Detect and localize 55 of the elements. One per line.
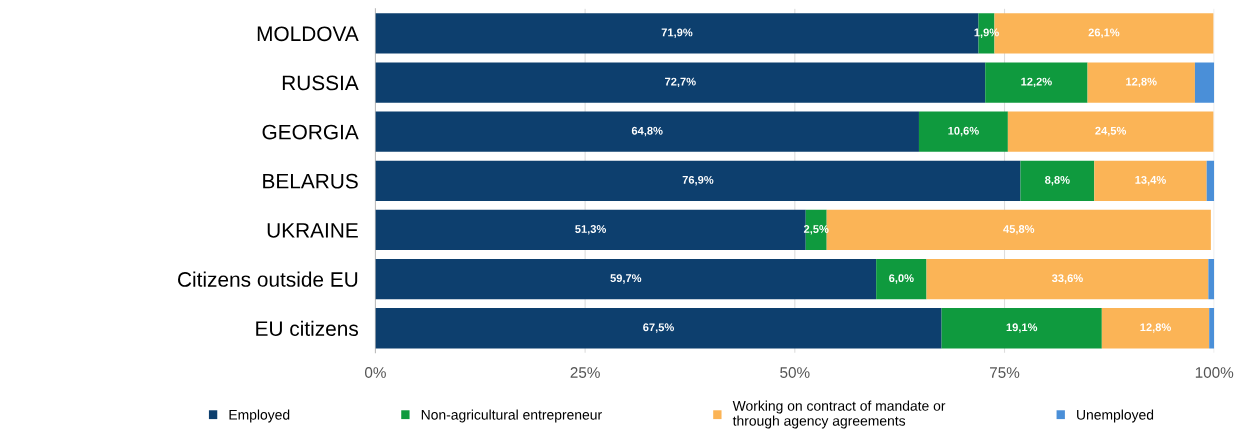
y-tick-label: RUSSIA <box>282 75 359 91</box>
bar <box>375 62 986 103</box>
bar <box>985 62 1088 103</box>
data-label: 45,8% <box>1003 225 1035 235</box>
data-label: 12,8% <box>1126 77 1157 88</box>
data-label: 59,7% <box>610 274 642 284</box>
bar <box>1020 160 1095 201</box>
x-tick-label: 25% <box>570 367 600 378</box>
x-tick-label: 75% <box>990 367 1020 378</box>
data-label: 64,8% <box>631 126 663 137</box>
bar <box>375 258 877 300</box>
bar <box>1007 111 1214 152</box>
data-label: 76,9% <box>682 175 714 186</box>
data-label: 24,5% <box>1095 126 1127 137</box>
bar <box>918 111 1008 152</box>
bar <box>1194 62 1215 103</box>
y-tick-label: MOLDOVA <box>257 26 359 42</box>
bar <box>375 308 942 349</box>
data-label: 13,4% <box>1135 175 1166 186</box>
bar <box>1209 308 1215 349</box>
bar <box>876 258 927 300</box>
data-label: 71,9% <box>661 28 693 38</box>
bar <box>1087 62 1195 103</box>
data-label: 33,6% <box>1051 274 1083 284</box>
legend-label: Employed <box>229 409 290 423</box>
data-label: 67,5% <box>643 323 674 333</box>
legend-label: Non-agricultural entrepreneur <box>421 409 602 423</box>
bar <box>926 258 1209 300</box>
y-tick-label: BELARUS <box>263 173 358 189</box>
data-label: 10,6% <box>948 126 979 137</box>
bar <box>941 308 1102 349</box>
y-tick-label: UKRAINE <box>267 223 358 238</box>
data-label: 51,3% <box>575 225 607 235</box>
bar <box>1208 258 1215 300</box>
y-tick-label: Citizens outside EU <box>178 271 358 287</box>
bar <box>1206 160 1215 201</box>
data-label: 12,2% <box>1021 77 1052 88</box>
x-tick-label: 100% <box>1195 367 1234 378</box>
x-tick-label: 50% <box>780 367 810 378</box>
bar <box>1094 160 1207 201</box>
bar <box>375 209 806 251</box>
y-tick-label: GEORGIA <box>262 124 359 140</box>
data-label: 12,8% <box>1140 323 1171 333</box>
y-tick-label: EU citizens <box>256 320 358 336</box>
x-tick-label: 0% <box>364 367 386 378</box>
legend-label: Unemployed <box>1077 409 1154 423</box>
data-label: 6,0% <box>889 274 914 284</box>
bar <box>375 111 919 152</box>
data-label: 72,7% <box>665 77 696 88</box>
data-label: 8,8% <box>1045 175 1070 186</box>
data-label: 26,1% <box>1088 28 1120 38</box>
bar <box>1101 308 1210 349</box>
bar <box>375 160 1021 201</box>
legend-label: Working on contract of mandate or through agency agreements <box>732 400 946 429</box>
data-label: 19,1% <box>1006 323 1038 333</box>
